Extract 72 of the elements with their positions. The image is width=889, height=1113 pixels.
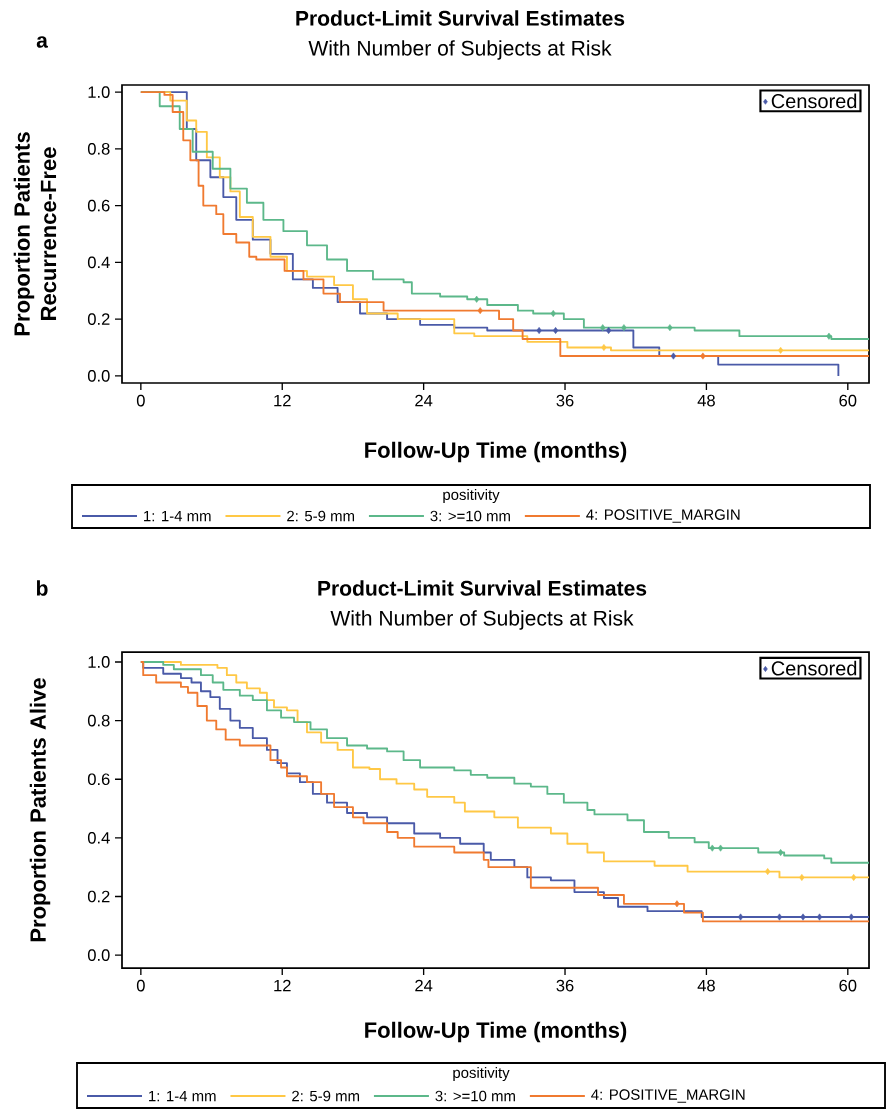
x-tick-label: 24: [415, 394, 433, 407]
x-axis-title: Follow-Up Time (months): [365, 1021, 627, 1043]
point: [765, 868, 771, 876]
y-tick-label: 0.8: [87, 143, 110, 155]
legend-label: 4: POSITIVE_MARGIN: [586, 509, 740, 523]
x-tick-label: 24: [415, 979, 433, 992]
x-tick-label: 48: [697, 979, 715, 992]
point: [816, 913, 823, 921]
y-tick-label: 0.6: [87, 773, 110, 786]
point: [601, 344, 607, 351]
y-tick-label: 0.2: [87, 313, 110, 326]
y-axis-title: Proportion Patients Alive: [29, 678, 51, 942]
point: [709, 844, 715, 852]
legend-label: 2: 5-9 mm: [287, 510, 355, 522]
point: [667, 324, 673, 332]
legend-label: Censored: [771, 660, 857, 676]
y-tick-label: 1.0: [88, 86, 110, 98]
y-tick-label: 0.2: [87, 890, 110, 903]
text: b: [36, 580, 48, 596]
legend-label: 4: POSITIVE_MARGIN: [591, 1089, 745, 1103]
legend-label: 3: >=10 mm: [430, 510, 510, 522]
point: [477, 307, 483, 315]
point: [776, 913, 783, 921]
point: [777, 346, 784, 354]
x-tick-label: 60: [839, 979, 857, 992]
point: [851, 873, 857, 881]
legend-title: positivity: [453, 1067, 510, 1081]
point: [848, 913, 855, 921]
point: [737, 913, 744, 921]
legend-label: 1: 1-4 mm: [144, 510, 211, 522]
x-tick-label: 48: [697, 394, 715, 407]
x-tick-label: 60: [839, 394, 857, 407]
text: a: [36, 36, 48, 48]
point: [473, 295, 480, 303]
x-tick-label: 12: [274, 394, 291, 407]
chart-subtitle: With Number of Subjects at Risk: [308, 40, 612, 60]
point: [621, 324, 627, 332]
point: [600, 324, 606, 332]
point: [552, 327, 559, 334]
legend-label: Censored: [771, 93, 857, 109]
point: [777, 849, 784, 856]
chart-title: Product-Limit Survival Estimates: [296, 10, 625, 26]
y-tick-label: 1.0: [88, 656, 110, 668]
point: [550, 310, 556, 317]
x-tick-label: 36: [556, 394, 574, 407]
x-axis-title: Follow-Up Time (months): [365, 441, 627, 463]
point: [717, 844, 724, 852]
chart-subtitle: With Number of Subjects at Risk: [330, 610, 634, 630]
legend-label: 2: 5-9 mm: [292, 1090, 360, 1102]
y-tick-label: 0.6: [87, 199, 110, 212]
x-tick-label: 0: [136, 394, 145, 407]
legend-title: positivity: [443, 489, 500, 503]
point: [800, 913, 806, 921]
chart-title: Product-Limit Survival Estimates: [318, 580, 647, 596]
legend-label: 3: >=10 mm: [435, 1090, 515, 1102]
y-tick-label: 0.4: [87, 256, 110, 269]
point: [674, 900, 680, 908]
y-tick-label: 0.4: [87, 832, 110, 844]
y-axis-title: Proportion Patients Recurrence-Free: [13, 132, 57, 336]
point: [605, 327, 612, 334]
point: [799, 873, 805, 881]
x-tick-label: 12: [274, 979, 291, 992]
x-tick-label: 0: [136, 979, 145, 992]
point: [536, 327, 542, 334]
point: [700, 352, 706, 360]
point: [826, 332, 832, 340]
y-tick-label: 0.0: [87, 370, 110, 382]
legend-label: 1: 1-4 mm: [149, 1090, 216, 1102]
y-tick-label: 0.0: [87, 949, 110, 961]
point: [670, 352, 677, 360]
y-tick-label: 0.8: [87, 714, 110, 727]
x-tick-label: 36: [556, 979, 574, 992]
